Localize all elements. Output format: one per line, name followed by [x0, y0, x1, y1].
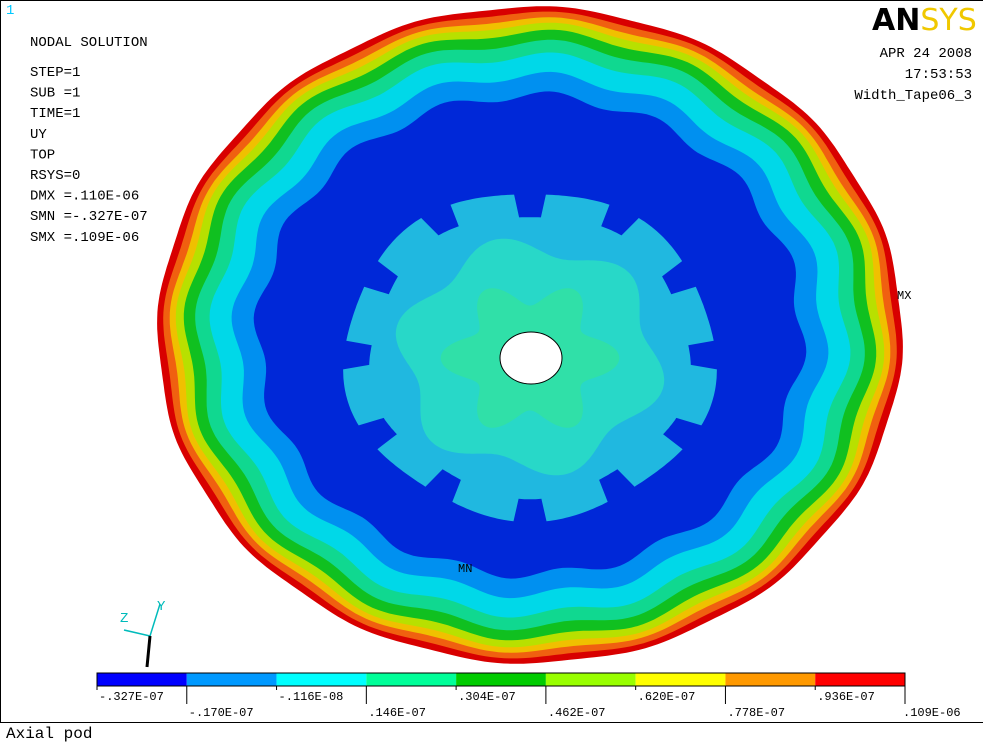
min-marker: MN — [458, 562, 472, 576]
info-line: STEP=1 — [30, 65, 80, 81]
ansys-graphics-window: 1 ANSYS APR 24 2008 17:53:53 Width_Tape0… — [0, 0, 983, 745]
legend-swatch — [187, 673, 277, 686]
legend-swatch — [546, 673, 636, 686]
legend-label: -.170E-07 — [189, 706, 254, 720]
legend-swatch — [815, 673, 905, 686]
triad-y-label: Y — [157, 599, 166, 615]
info-line: TOP — [30, 147, 55, 163]
logo-light: SYS — [920, 3, 976, 38]
contour-disk — [157, 6, 903, 664]
jobname: Width_Tape06_3 — [854, 88, 972, 104]
legend-swatch — [277, 673, 367, 686]
footer-title: Axial pod — [6, 725, 92, 743]
info-line: SMN =-.327E-07 — [30, 209, 148, 225]
legend-label: -.327E-07 — [99, 690, 164, 704]
max-marker: MX — [897, 289, 911, 303]
time: 17:53:53 — [905, 67, 972, 83]
legend-label: -.116E-08 — [279, 690, 344, 704]
window-number: 1 — [6, 3, 14, 19]
triad-z-label: Z — [120, 611, 128, 627]
legend-label: .109E-06 — [903, 706, 961, 720]
legend-label: .936E-07 — [817, 690, 875, 704]
legend-label: .304E-07 — [458, 690, 516, 704]
logo-dark: AN — [872, 3, 920, 38]
legend-swatch — [725, 673, 815, 686]
legend-label: .778E-07 — [727, 706, 785, 720]
date: APR 24 2008 — [880, 46, 972, 62]
legend-swatch — [366, 673, 456, 686]
info-line: RSYS=0 — [30, 168, 80, 184]
center-hole — [500, 332, 562, 384]
info-line: NODAL SOLUTION — [30, 35, 148, 51]
info-line: UY — [30, 127, 47, 143]
legend-label: .620E-07 — [638, 690, 696, 704]
info-line: TIME=1 — [30, 106, 80, 122]
legend-swatch — [636, 673, 726, 686]
info-line: SUB =1 — [30, 86, 80, 102]
info-line: SMX =.109E-06 — [30, 230, 139, 246]
legend-label: .462E-07 — [548, 706, 606, 720]
legend-swatch — [97, 673, 187, 686]
logo: ANSYS — [872, 3, 977, 38]
legend-label: .146E-07 — [368, 706, 426, 720]
info-line: DMX =.110E-06 — [30, 189, 139, 205]
legend-swatch — [456, 673, 546, 686]
